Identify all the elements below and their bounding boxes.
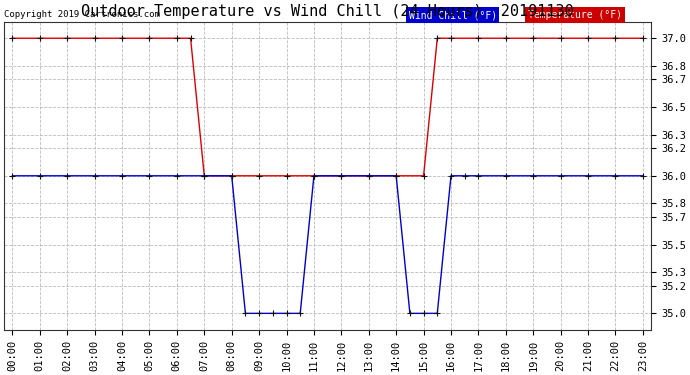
Text: Copyright 2019 Cartronics.com: Copyright 2019 Cartronics.com [4, 10, 160, 19]
Text: Temperature (°F): Temperature (°F) [528, 10, 622, 20]
Text: Wind Chill (°F): Wind Chill (°F) [408, 10, 497, 20]
Title: Outdoor Temperature vs Wind Chill (24 Hours)  20191130: Outdoor Temperature vs Wind Chill (24 Ho… [81, 4, 574, 19]
